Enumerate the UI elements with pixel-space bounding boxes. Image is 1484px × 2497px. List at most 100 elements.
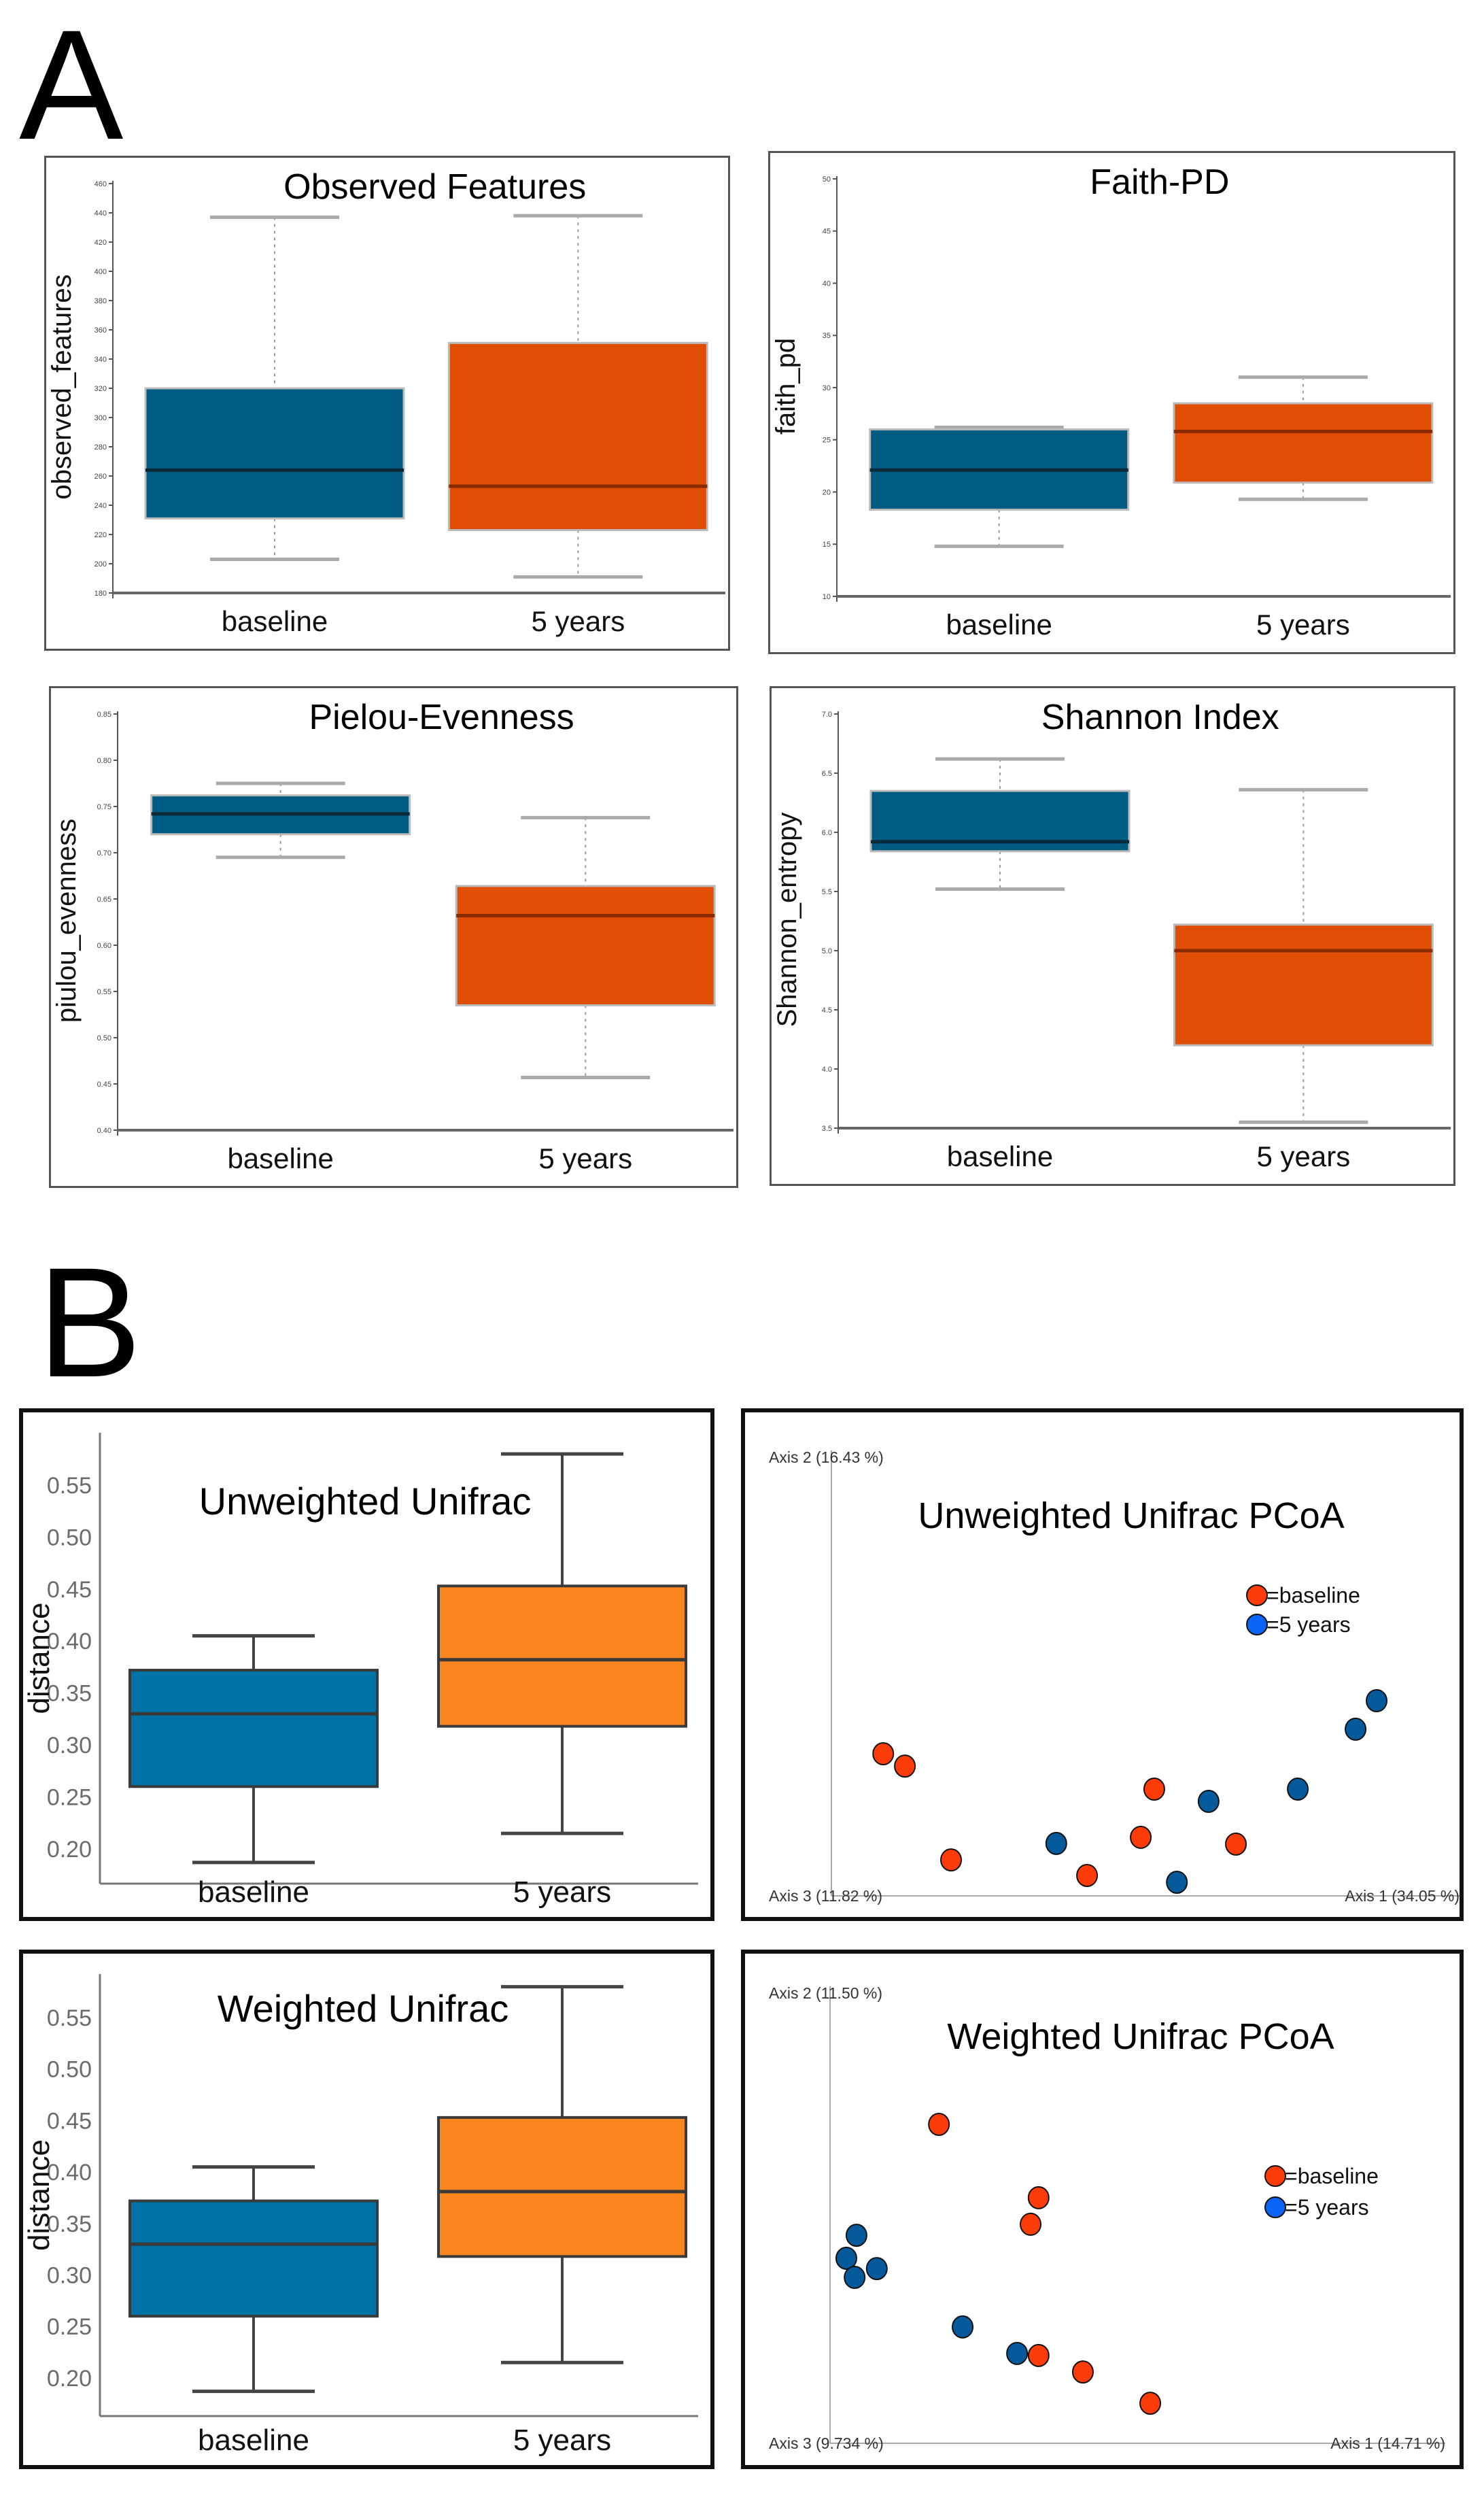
chart-title: Unweighted Unifrac	[199, 1480, 532, 1523]
panel-label-a: A	[19, 0, 124, 172]
point-5-years	[845, 2224, 867, 2247]
y-tick-label: 6.0	[822, 829, 832, 837]
y-tick-label: 5.0	[822, 947, 832, 955]
point-5-years	[1166, 1871, 1188, 1895]
point-baseline	[894, 1754, 916, 1778]
point-5-years	[1345, 1717, 1367, 1741]
y-tick-label: 400	[94, 268, 107, 276]
y-tick-label: 0.55	[47, 2005, 92, 2031]
y-tick-label: 4.0	[822, 1066, 832, 1074]
axis1-label: Axis 1 (34.05 %)	[1345, 1887, 1460, 1905]
y-tick-label: 10	[823, 593, 831, 601]
point-5-years	[1045, 1831, 1067, 1855]
legend-label: =baseline	[1285, 2164, 1379, 2188]
y-tick-label: 0.25	[47, 1784, 92, 1810]
box-baseline	[128, 1669, 379, 1788]
y-tick-label: 200	[94, 560, 107, 568]
chart-svg: 3.5 4.0 4.5 5.0 5.5 6.0 6.5 7.0 baseline 5 years S…	[772, 698, 1451, 1172]
y-tick-label: 340	[94, 356, 107, 364]
y-axis-label: Shannon_entropy	[772, 813, 802, 1027]
y-tick-label: 0.40	[97, 1127, 111, 1135]
point-5-years	[1366, 1688, 1388, 1712]
y-tick-label: 40	[823, 279, 831, 288]
point-baseline	[928, 2112, 950, 2136]
y-tick-label: 0.35	[47, 2211, 92, 2237]
unweighted-unifrac-boxplot: 0.20 0.25 0.30 0.35 0.40 0.45 0.50 0.55 baseline…	[19, 1408, 714, 1921]
y-tick-label: 6.5	[822, 770, 832, 778]
faith-pd-chart: 10 15 20 25 30 35 40 45 50 baseline 5 years Faith-P…	[768, 151, 1455, 654]
point-5-years	[952, 2315, 974, 2339]
legend-marker-5-years	[1246, 1614, 1268, 1635]
box-5-years	[437, 2116, 687, 2258]
point-baseline	[1071, 2360, 1094, 2384]
y-tick-label: 20	[823, 488, 831, 496]
chart-svg: 180 200 220 240 260 280 300 320 340 360 380 400 420 4…	[47, 167, 725, 637]
y-tick-label: 0.25	[47, 2314, 92, 2340]
point-baseline	[1027, 2343, 1050, 2367]
box-baseline	[144, 387, 405, 520]
point-baseline	[1020, 2212, 1042, 2236]
y-tick-label: 0.40	[47, 1629, 92, 1654]
y-tick-label: 25	[823, 437, 831, 445]
y-tick-label: 240	[94, 502, 107, 510]
chart-title: Faith-PD	[1090, 163, 1229, 202]
y-tick-label: 0.60	[97, 942, 111, 950]
y-axis-label: distance	[22, 2139, 56, 2251]
point-baseline	[940, 1848, 963, 1872]
category-label: 5 years	[1256, 1140, 1350, 1172]
box-baseline	[128, 2199, 379, 2318]
box-5-years	[1173, 923, 1434, 1047]
axis3-label: Axis 3 (11.82 %)	[769, 1887, 882, 1905]
y-tick-label: 0.20	[47, 2366, 92, 2392]
axis2-label: Axis 2 (16.43 %)	[769, 1448, 884, 1466]
y-tick-label: 0.20	[47, 1837, 92, 1863]
point-baseline	[1076, 1864, 1099, 1888]
y-tick-label: 15	[823, 541, 831, 549]
point-baseline	[1143, 1777, 1165, 1801]
point-5-years	[844, 2266, 866, 2290]
point-baseline	[1027, 2186, 1050, 2209]
chart-svg: Axis 2 (11.50 %) Axis 3 (9.734 %) Axis 1 (…	[769, 1984, 1445, 2452]
category-label: baseline	[198, 2424, 309, 2457]
y-tick-label: 180	[94, 590, 107, 598]
y-tick-label: 360	[94, 326, 107, 335]
y-tick-label: 0.50	[47, 1525, 92, 1550]
y-tick-label: 0.65	[97, 896, 111, 904]
category-label: baseline	[946, 609, 1052, 641]
y-tick-label: 0.30	[47, 1733, 92, 1759]
chart-svg: 0.20 0.25 0.30 0.35 0.40 0.45 0.50 0.55 baseline…	[22, 1974, 698, 2457]
y-tick-label: 3.5	[822, 1125, 832, 1133]
category-label: baseline	[198, 1875, 309, 1909]
legend-label: =5 years	[1285, 2195, 1369, 2220]
y-tick-label: 0.50	[97, 1034, 111, 1042]
point-5-years	[1197, 1790, 1220, 1814]
y-tick-label: 380	[94, 297, 107, 305]
point-5-years	[1006, 2341, 1029, 2365]
y-axis-label: faith_pd	[771, 338, 801, 435]
axis2-label: Axis 2 (11.50 %)	[769, 1984, 882, 2002]
y-tick-label: 440	[94, 209, 107, 218]
y-tick-label: 0.35	[47, 1681, 92, 1707]
y-tick-label: 0.45	[97, 1081, 111, 1089]
point-baseline	[872, 1742, 895, 1766]
chart-svg: 0.40 0.45 0.50 0.55 0.60 0.65 0.70 0.75 0.80 0.85…	[52, 698, 734, 1174]
box-5-years	[447, 341, 708, 532]
chart-title: Weighted Unifrac PCoA	[947, 2016, 1334, 2057]
panel-label-b: B	[37, 1235, 142, 1410]
box-5-years	[437, 1584, 687, 1728]
y-tick-label: 0.85	[97, 711, 111, 719]
y-tick-label: 5.5	[822, 888, 832, 896]
y-tick-label: 0.70	[97, 849, 111, 857]
y-tick-label: 0.55	[47, 1473, 92, 1499]
point-5-years	[835, 2246, 857, 2270]
legend-marker-baseline	[1246, 1584, 1268, 1606]
legend-marker-5-years	[1264, 2196, 1286, 2218]
box-5-years	[455, 885, 716, 1006]
category-label: 5 years	[531, 605, 625, 637]
category-label: 5 years	[538, 1142, 632, 1174]
chart-title: Observed Features	[283, 167, 586, 207]
category-label: baseline	[947, 1140, 1053, 1172]
point-baseline	[1130, 1825, 1152, 1849]
y-axis-label: piulou_evenness	[52, 819, 82, 1023]
category-label: baseline	[227, 1142, 333, 1174]
